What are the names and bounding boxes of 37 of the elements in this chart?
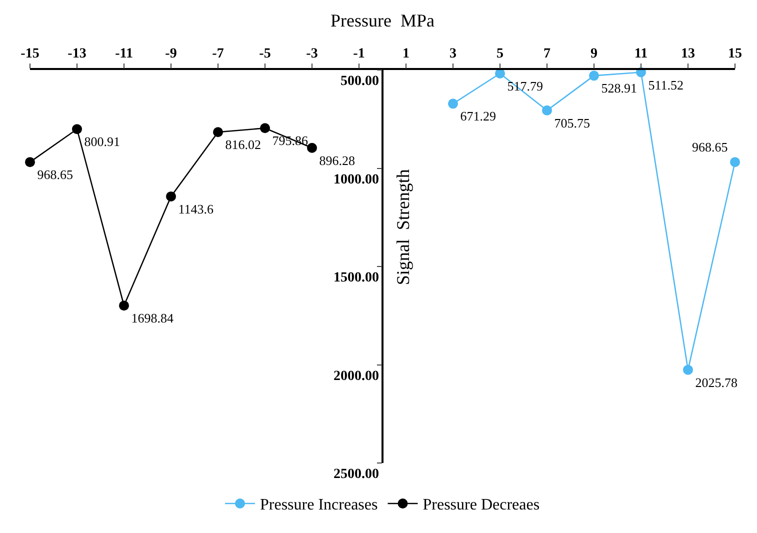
legend-label: Pressure Increases	[260, 496, 378, 514]
x-tick-label: -13	[68, 46, 86, 62]
x-tick-label: 7	[544, 46, 550, 62]
data-label: 816.02	[225, 137, 261, 152]
data-label: 671.29	[460, 108, 496, 124]
data-label: 528.91	[601, 80, 637, 96]
data-label: 896.28	[319, 152, 355, 168]
x-tick-label: 5	[496, 46, 504, 62]
x-tick-label: 3	[450, 46, 456, 62]
data-label: 1143.6	[178, 201, 214, 216]
x-tick-label: -1	[353, 46, 365, 62]
y-tick-label: 1000.00	[333, 172, 379, 188]
data-label: 1698.84	[131, 310, 174, 326]
x-tick-label: -15	[20, 46, 40, 62]
x-tick-label: 1	[402, 46, 410, 62]
x-tick-label: -5	[259, 46, 271, 62]
y-tick-label: 2500.00	[333, 467, 379, 482]
y-tick-label: 500.00	[340, 74, 379, 90]
x-axis-title: Pressure MPa	[330, 10, 435, 30]
x-tick-label: 15	[728, 46, 742, 62]
x-tick-label: -3	[306, 46, 318, 62]
data-label: 705.75	[554, 115, 590, 130]
x-tick-label: 13	[681, 46, 695, 62]
data-label: 511.52	[648, 77, 684, 92]
y-axis-title: Signal Strength	[392, 169, 413, 286]
data-label: 2025.78	[695, 374, 738, 390]
y-tick-label: 1500.00	[333, 270, 379, 286]
x-tick-label: 9	[590, 46, 598, 62]
data-label: 968.65	[692, 140, 728, 155]
y-tick-label: 2000.00	[333, 368, 379, 384]
x-tick-label: 11	[634, 46, 648, 62]
x-tick-label: -9	[165, 46, 177, 62]
x-tick-label: -7	[212, 46, 224, 62]
x-tick-label: -11	[115, 46, 133, 62]
data-label: 800.91	[84, 134, 120, 150]
data-label: 968.65	[37, 167, 73, 182]
legend-label: Pressure Decreaes	[422, 496, 540, 514]
